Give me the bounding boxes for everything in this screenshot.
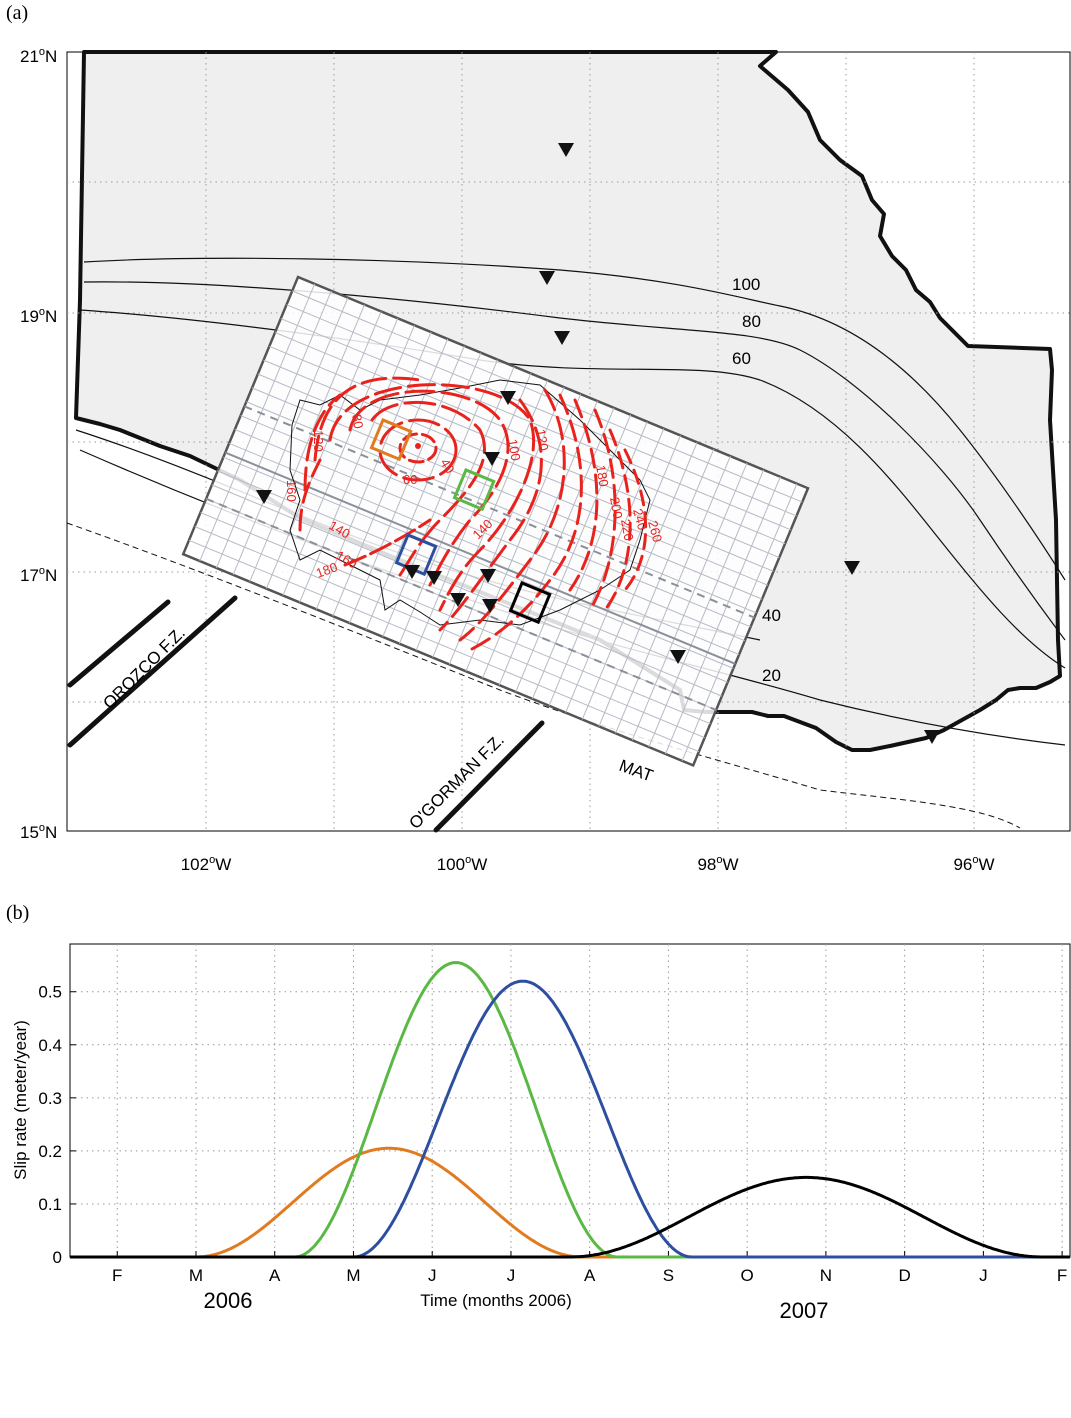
chart-xlabel: Time (months 2006) bbox=[420, 1291, 571, 1310]
chart-xtick-label: J bbox=[507, 1266, 516, 1285]
station-marker bbox=[256, 490, 272, 504]
depth-label-100: 100 bbox=[732, 275, 760, 294]
slip-label-180-left: 180 bbox=[314, 559, 340, 581]
year-label-2006: 2006 bbox=[204, 1288, 253, 1313]
gps-stations bbox=[256, 143, 940, 744]
station-marker bbox=[450, 593, 466, 607]
depth-label-60: 60 bbox=[732, 349, 751, 368]
chart-ytick-label: 0 bbox=[53, 1248, 62, 1267]
chart-xtick-label: A bbox=[584, 1266, 596, 1285]
chart-ytick-label: 0.4 bbox=[38, 1036, 62, 1055]
depth-label-20: 20 bbox=[762, 666, 781, 685]
chart-ytick-label: 0.3 bbox=[38, 1089, 62, 1108]
slip-label-80: 80 bbox=[349, 413, 366, 430]
chart-xtick-label: S bbox=[663, 1266, 674, 1285]
station-marker bbox=[480, 569, 496, 583]
station-marker bbox=[670, 650, 686, 664]
map-panel: 100 80 60 40 20 OROZCO F.Z. O'GORMAN F.Z… bbox=[20, 46, 1071, 874]
slip-contours bbox=[298, 376, 648, 652]
chart-xtick-label: M bbox=[346, 1266, 360, 1285]
panel-a-label: (a) bbox=[6, 2, 29, 24]
slip-label-260: 260 bbox=[645, 519, 665, 544]
slip-label-160-left: 160 bbox=[284, 480, 299, 502]
chart-plot-area bbox=[69, 943, 1071, 1258]
chart-xtick-label: D bbox=[899, 1266, 911, 1285]
fault-grid-center-line bbox=[224, 451, 736, 665]
lon-label-100: 100oW bbox=[437, 854, 488, 874]
fracture-zones bbox=[67, 595, 545, 833]
chart-xtick-label: M bbox=[189, 1266, 203, 1285]
chart-xtick-label: N bbox=[820, 1266, 832, 1285]
depth-label-80: 80 bbox=[742, 312, 761, 331]
chart-xtick-label: J bbox=[428, 1266, 437, 1285]
depth-labels: 100 80 60 40 20 bbox=[732, 275, 781, 685]
series-line-3 bbox=[70, 1175, 1070, 1259]
station-marker bbox=[539, 271, 555, 285]
patch-orange bbox=[369, 418, 413, 462]
lat-label-15: 15oN bbox=[20, 822, 57, 842]
lon-label-102: 102oW bbox=[181, 854, 232, 874]
chart-xtick-label: A bbox=[269, 1266, 281, 1285]
station-marker bbox=[558, 143, 574, 157]
chart-xtick-label: F bbox=[1057, 1266, 1067, 1285]
subfault-patches bbox=[369, 418, 552, 625]
chart-xtick-label: J bbox=[979, 1266, 988, 1285]
panel-b-label: (b) bbox=[6, 902, 30, 924]
slip-label-200: 200 bbox=[607, 496, 626, 520]
slip-label-120-left: 120 bbox=[311, 430, 326, 452]
slip-rate-chart: 0 0.1 0.2 0.3 0.4 0.5 F M A M J J A S O N D J F Slip rate… bbox=[11, 943, 1071, 1323]
station-marker bbox=[554, 331, 570, 345]
chart-ytick-label: 0.5 bbox=[38, 983, 62, 1002]
station-marker bbox=[426, 571, 442, 585]
lat-label-19: 19oN bbox=[20, 306, 57, 326]
chart-xtick-label: O bbox=[741, 1266, 754, 1285]
lat-label-17: 17oN bbox=[20, 565, 57, 585]
lon-labels: 102oW 100oW 98oW 96oW bbox=[181, 854, 995, 874]
station-marker bbox=[924, 730, 940, 744]
station-marker bbox=[482, 599, 498, 613]
slip-label-240: 240 bbox=[630, 507, 650, 532]
station-marker bbox=[404, 565, 420, 579]
lon-label-96: 96oW bbox=[953, 854, 994, 874]
slip-label-220: 220 bbox=[618, 518, 637, 542]
chart-xtick-label: F bbox=[112, 1266, 122, 1285]
slip-label-40: 40 bbox=[437, 456, 457, 476]
slip-label-100: 100 bbox=[505, 438, 524, 462]
lat-labels: 21oN 19oN 17oN 15oN bbox=[20, 46, 57, 842]
station-marker bbox=[484, 452, 500, 466]
patch-green bbox=[452, 468, 496, 512]
year-label-2007: 2007 bbox=[780, 1298, 829, 1323]
slip-label-180-right: 180 bbox=[593, 464, 612, 488]
station-marker bbox=[844, 561, 860, 575]
chart-ylabel: Slip rate (meter/year) bbox=[11, 1020, 30, 1180]
slip-label-60: 60 bbox=[403, 472, 417, 487]
station-marker bbox=[500, 391, 516, 405]
patch-black bbox=[508, 581, 552, 625]
lon-label-98: 98oW bbox=[697, 854, 738, 874]
chart-ytick-label: 0.1 bbox=[38, 1195, 62, 1214]
hypocenter bbox=[415, 443, 421, 449]
depth-label-40: 40 bbox=[762, 606, 781, 625]
lat-label-21: 21oN bbox=[20, 46, 57, 66]
slip-label-120-right: 120 bbox=[533, 428, 552, 452]
chart-ytick-label: 0.2 bbox=[38, 1142, 62, 1161]
